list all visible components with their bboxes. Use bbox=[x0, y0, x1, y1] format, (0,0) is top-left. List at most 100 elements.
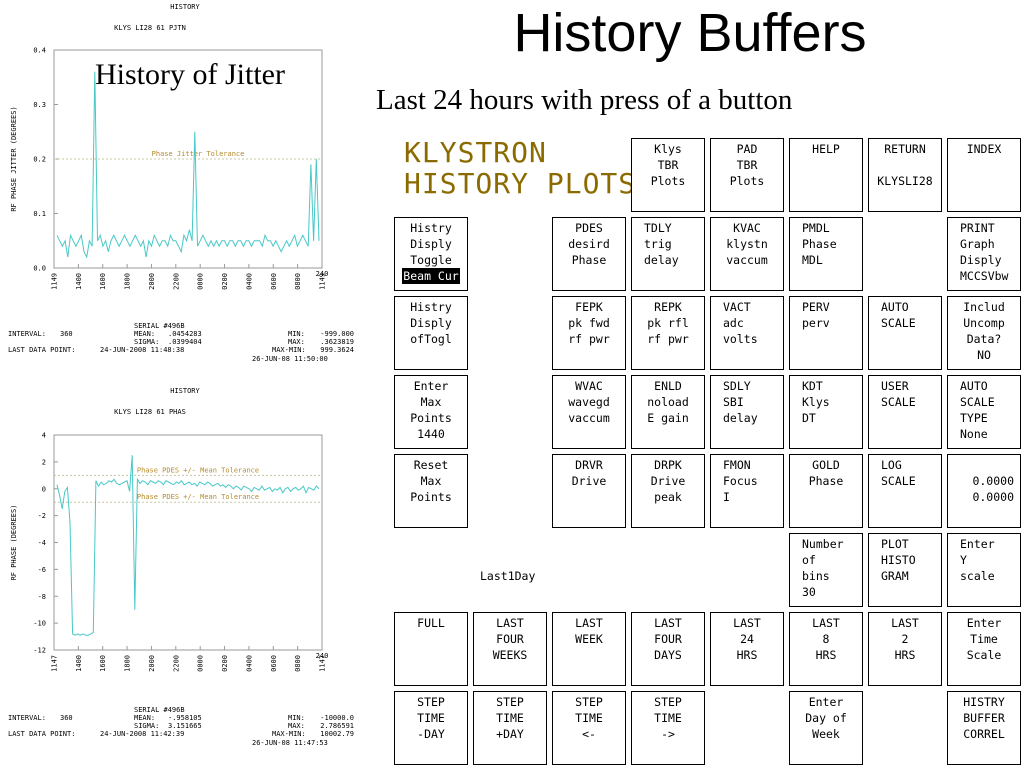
step-time-back-button[interactable]: STEP TIME <- bbox=[552, 691, 626, 765]
plot-histogram-button[interactable]: PLOT HISTO GRAM bbox=[868, 533, 942, 607]
button-label-line: +DAY bbox=[474, 726, 546, 742]
auto-scale-button[interactable]: AUTO SCALE bbox=[868, 296, 942, 370]
button-label-line: Includ bbox=[948, 299, 1020, 315]
button-label-line: FMON bbox=[711, 457, 783, 473]
step-time-day-plus-button[interactable]: STEP TIME +DAY bbox=[473, 691, 547, 765]
stats-interval-label: INTERVAL: bbox=[8, 330, 46, 338]
wvac-button[interactable]: WVAC wavegd vaccum bbox=[552, 375, 626, 449]
kvac-button[interactable]: KVAC klystn vaccum bbox=[710, 217, 784, 291]
last1day-label: Last1Day bbox=[480, 569, 535, 583]
auto-scale-type-button[interactable]: AUTO SCALE TYPE None bbox=[947, 375, 1021, 449]
stats-last-point-label: LAST DATA POINT: bbox=[8, 346, 75, 354]
log-scale-button[interactable]: LOG SCALE bbox=[868, 454, 942, 528]
index-button[interactable]: INDEX bbox=[947, 138, 1021, 212]
button-label-line: TIME bbox=[474, 710, 546, 726]
pdes-button[interactable]: PDES desird Phase bbox=[552, 217, 626, 291]
fmon-button[interactable]: FMON Focus I bbox=[710, 454, 784, 528]
button-label-line: GRAM bbox=[869, 568, 941, 584]
button-label-line: desird bbox=[553, 236, 625, 252]
print-graph-button[interactable]: PRINT Graph Disply MCCSVbw bbox=[947, 217, 1021, 291]
last-8-hrs-button[interactable]: LAST 8 HRS bbox=[789, 612, 863, 686]
reset-max-points-button[interactable]: Reset Max Points bbox=[394, 454, 468, 528]
history-trace bbox=[57, 72, 319, 257]
button-label-line: of bbox=[790, 552, 862, 568]
button-label-line: wavegd bbox=[553, 394, 625, 410]
button-label-line: Uncomp bbox=[948, 315, 1020, 331]
button-label-line: Histry bbox=[395, 220, 467, 236]
button-label-line: STEP bbox=[553, 694, 625, 710]
sdly-button[interactable]: SDLY SBI delay bbox=[710, 375, 784, 449]
stats-mean-label: MEAN: bbox=[134, 714, 155, 722]
button-label-line: ENLD bbox=[632, 378, 704, 394]
fepk-button[interactable]: FEPK pk fwd rf pwr bbox=[552, 296, 626, 370]
tolerance-label: Phase PDES +/- Mean Tolerance bbox=[137, 466, 259, 474]
button-label-line: SCALE bbox=[869, 473, 941, 489]
x-tick-label: 1400 bbox=[75, 655, 83, 672]
enter-time-scale-button[interactable]: Enter Time Scale bbox=[947, 612, 1021, 686]
pad-tbr-plots-button[interactable]: PAD TBR Plots bbox=[710, 138, 784, 212]
return-button[interactable]: RETURN KLYSLI28 bbox=[868, 138, 942, 212]
repk-button[interactable]: REPK pk rfl rf pwr bbox=[631, 296, 705, 370]
button-label-line: LAST bbox=[711, 615, 783, 631]
y-tick-label: -8 bbox=[38, 593, 46, 601]
button-label-line: REPK bbox=[632, 299, 704, 315]
enter-max-points-button[interactable]: Enter Max Points 1440 bbox=[394, 375, 468, 449]
button-label-line: scale bbox=[948, 568, 1020, 584]
last-four-days-button[interactable]: LAST FOUR DAYS bbox=[631, 612, 705, 686]
tdly-button[interactable]: TDLY trig delay bbox=[631, 217, 705, 291]
button-label-line: 2 bbox=[869, 631, 941, 647]
last-2-hrs-button[interactable]: LAST 2 HRS bbox=[868, 612, 942, 686]
last-four-weeks-button[interactable]: LAST FOUR WEEKS bbox=[473, 612, 547, 686]
enter-day-of-week-button[interactable]: Enter Day of Week bbox=[789, 691, 863, 765]
histry-disply-toggle-button[interactable]: Histry Disply Toggle Beam Cur bbox=[394, 217, 468, 291]
button-label-line: FULL bbox=[395, 615, 467, 631]
stats-mean-label: MEAN: bbox=[134, 330, 155, 338]
vact-button[interactable]: VACT adc volts bbox=[710, 296, 784, 370]
user-scale-button[interactable]: USER SCALE bbox=[868, 375, 942, 449]
stats-last-point: 24-JUN-2008 11:48:38 bbox=[100, 346, 184, 354]
stats-max-label: MAX: bbox=[288, 338, 305, 346]
enld-button[interactable]: ENLD noload E gain bbox=[631, 375, 705, 449]
includ-uncomp-button[interactable]: Includ Uncomp Data? NO bbox=[947, 296, 1021, 370]
button-label-line: adc bbox=[711, 315, 783, 331]
drvr-button[interactable]: DRVR Drive bbox=[552, 454, 626, 528]
klys-tbr-plots-button[interactable]: Klys TBR Plots bbox=[631, 138, 705, 212]
button-label-line: STEP bbox=[474, 694, 546, 710]
button-label-line: SBI bbox=[711, 394, 783, 410]
button-label-line: SDLY bbox=[711, 378, 783, 394]
histry-disply-oftogl-button[interactable]: Histry Disply ofTogl bbox=[394, 296, 468, 370]
histry-buffer-correl-button[interactable]: HISTRY BUFFER CORREL bbox=[947, 691, 1021, 765]
button-label-line: 8 bbox=[790, 631, 862, 647]
button-label-line: DRVR bbox=[553, 457, 625, 473]
step-time-day-minus-button[interactable]: STEP TIME -DAY bbox=[394, 691, 468, 765]
tolerance-label: Phase PDES +/- Mean Tolerance bbox=[137, 493, 259, 501]
kdt-button[interactable]: KDT Klys DT bbox=[789, 375, 863, 449]
button-label-line: volts bbox=[711, 331, 783, 347]
button-label-line: E gain bbox=[632, 410, 704, 426]
pmdl-button[interactable]: PMDL Phase MDL bbox=[789, 217, 863, 291]
last-week-button[interactable]: LAST WEEK bbox=[552, 612, 626, 686]
button-label-line: 30 bbox=[790, 584, 862, 600]
perv-button[interactable]: PERV perv bbox=[789, 296, 863, 370]
button-label-line: TBR bbox=[632, 157, 704, 173]
button-label-line: KVAC bbox=[711, 220, 783, 236]
button-label-line: Points bbox=[395, 489, 467, 505]
scale-values-button[interactable]: 0.0000 0.0000 bbox=[947, 454, 1021, 528]
button-label-line: Klys bbox=[632, 141, 704, 157]
button-label-line: Focus bbox=[711, 473, 783, 489]
beam-cur-highlight: Beam Cur bbox=[402, 268, 459, 284]
step-time-forward-button[interactable]: STEP TIME -> bbox=[631, 691, 705, 765]
button-label-line: TBR bbox=[711, 157, 783, 173]
last-24-hrs-button[interactable]: LAST 24 HRS bbox=[710, 612, 784, 686]
stats-timestamp: 26-JUN-08 11:47:53 bbox=[252, 739, 328, 747]
x-tick-label: 0200 bbox=[221, 655, 229, 672]
help-button[interactable]: HELP bbox=[789, 138, 863, 212]
button-label-line: Toggle bbox=[395, 252, 467, 268]
full-button[interactable]: FULL bbox=[394, 612, 468, 686]
jitter-history-chart: HISTORY KLYS LI28 61 PJTN 0.0 0.1 0.2 0.3 0.4 R… bbox=[0, 0, 370, 372]
gold-button[interactable]: GOLD Phase bbox=[789, 454, 863, 528]
drpk-button[interactable]: DRPK Drive peak bbox=[631, 454, 705, 528]
x-tick-label: 1147 bbox=[51, 655, 59, 672]
number-of-bins-button[interactable]: Number of bins 30 bbox=[789, 533, 863, 607]
